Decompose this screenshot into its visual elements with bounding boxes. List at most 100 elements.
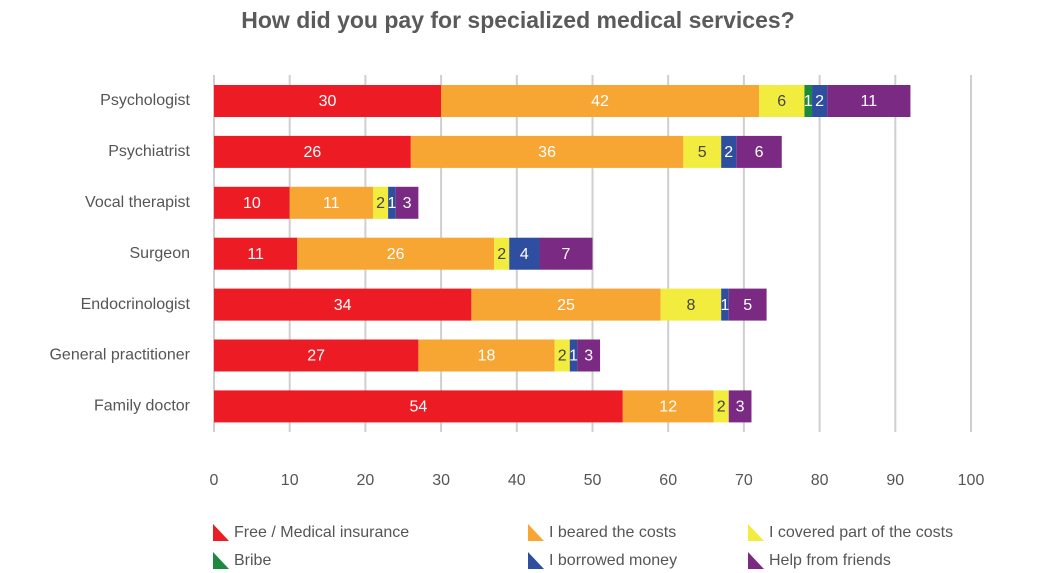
data-label: 3 [403, 195, 412, 212]
legend-swatch [528, 552, 544, 569]
legend-swatch [528, 524, 544, 541]
data-label: 1 [804, 93, 813, 110]
bar-segment [683, 135, 722, 168]
x-tick-label: 30 [432, 472, 450, 489]
bar-segment [494, 237, 510, 270]
legend-label: I covered part of the costs [769, 524, 953, 541]
bar-segment [827, 85, 911, 117]
data-label: 6 [755, 144, 764, 161]
y-tick-label: General practitioner [49, 347, 190, 364]
data-label: 2 [717, 399, 726, 416]
bar-segment [214, 288, 472, 321]
data-label: 54 [409, 399, 427, 416]
bar-segment [539, 237, 593, 270]
data-label: 7 [562, 246, 571, 263]
bar-segment [410, 135, 684, 168]
y-tick-label: Endocrinologist [81, 296, 191, 313]
bar-segment [471, 288, 661, 321]
x-tick-label: 20 [357, 472, 375, 489]
bar-segment [214, 85, 442, 117]
data-label: 8 [686, 297, 695, 314]
bar-segment [214, 135, 411, 168]
data-label: 18 [478, 348, 496, 365]
bar-segment [721, 135, 737, 168]
data-label: 34 [334, 297, 352, 314]
bar-segment [804, 85, 813, 117]
data-label: 2 [724, 144, 733, 161]
bar-segment [713, 390, 729, 423]
x-tick-label: 80 [811, 472, 829, 489]
y-tick-label: Surgeon [130, 245, 191, 262]
data-label: 25 [557, 297, 575, 314]
bar-segment [214, 186, 290, 219]
x-tick-label: 90 [886, 472, 904, 489]
bar-segment [289, 186, 373, 219]
bar-segment [577, 339, 601, 372]
data-label: 42 [591, 93, 609, 110]
bar-segment [214, 237, 298, 270]
legend-swatch [213, 524, 229, 541]
data-label: 11 [247, 246, 264, 263]
bar-segment [441, 85, 760, 117]
bar-segment [660, 288, 722, 321]
legend-swatch [748, 524, 764, 541]
data-label: 5 [743, 297, 752, 314]
bar-segment [622, 390, 714, 423]
bar-segment [418, 339, 555, 372]
y-tick-label: Vocal therapist [85, 194, 191, 211]
bar-segment [297, 237, 495, 270]
bar-segment [812, 85, 828, 117]
data-label: 30 [319, 93, 337, 110]
x-tick-label: 60 [659, 472, 677, 489]
bar-segment [759, 85, 805, 117]
data-label: 10 [243, 195, 261, 212]
data-label: 2 [376, 195, 385, 212]
legend-swatch [748, 552, 764, 569]
data-label: 27 [307, 348, 325, 365]
data-label: 11 [861, 93, 878, 110]
bar-segment [214, 390, 623, 423]
y-tick-label: Family doctor [94, 398, 191, 415]
x-tick-label: 50 [584, 472, 602, 489]
x-tick-label: 10 [281, 472, 299, 489]
y-tick-label: Psychiatrist [108, 143, 190, 160]
data-label: 4 [520, 246, 529, 263]
x-tick-label: 40 [508, 472, 526, 489]
legend-label: I borrowed money [549, 552, 677, 569]
data-label: 6 [777, 93, 786, 110]
data-label: 1 [569, 348, 578, 365]
legend-swatch [213, 552, 229, 569]
legend-label: Help from friends [769, 552, 891, 569]
data-label: 1 [721, 297, 730, 314]
data-label: 2 [558, 348, 567, 365]
bar-segment [509, 237, 540, 270]
bar-segment [214, 339, 419, 372]
data-label: 3 [584, 348, 593, 365]
data-label: 26 [304, 144, 322, 161]
bar-segment [728, 390, 752, 423]
data-label: 3 [736, 399, 745, 416]
legend-label: Bribe [234, 552, 271, 569]
data-label: 12 [659, 399, 677, 416]
x-tick-label: 70 [735, 472, 753, 489]
data-label: 26 [387, 246, 405, 263]
bar-segment [372, 186, 389, 219]
y-tick-label: Psychologist [100, 92, 190, 109]
data-label: 2 [815, 93, 824, 110]
chart-title: How did you pay for specialized medical … [241, 7, 794, 33]
data-label: 5 [698, 144, 707, 161]
data-label: 2 [497, 246, 506, 263]
bar-segment [569, 339, 578, 372]
bar-segment [554, 339, 570, 372]
bar-segment [728, 288, 767, 321]
bar-segment [395, 186, 419, 219]
x-tick-label: 100 [958, 472, 985, 489]
x-tick-label: 0 [210, 472, 219, 489]
data-label: 11 [323, 195, 340, 212]
data-label: 36 [538, 144, 556, 161]
data-label: 1 [387, 195, 396, 212]
legend-label: I beared the costs [549, 524, 676, 541]
bar-segment [388, 186, 396, 219]
bar-segment [736, 135, 782, 168]
